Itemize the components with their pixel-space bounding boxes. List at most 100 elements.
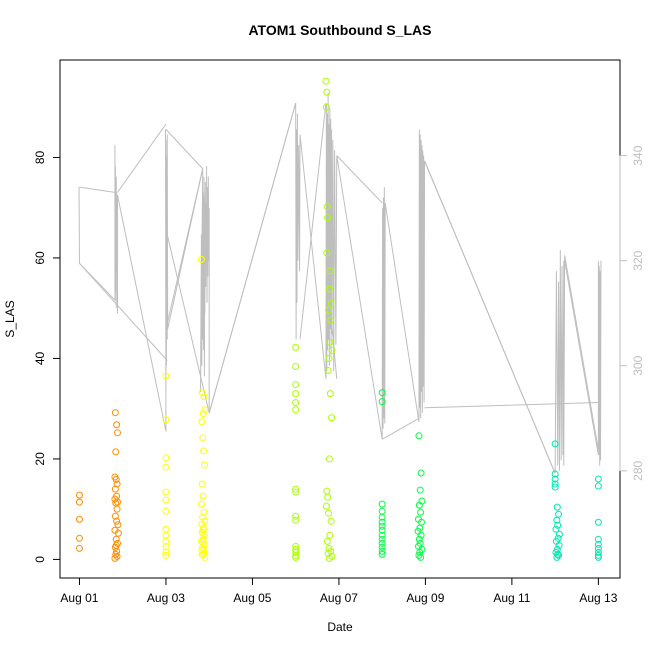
scatter-point [111,512,119,520]
scatter-point [162,537,170,545]
scatter-point [322,77,330,85]
scatter-point [551,475,559,483]
y2-tick-label: 300 [631,355,645,375]
scatter-point [554,550,562,558]
scatter-point [328,414,336,422]
scatter-point [323,88,331,96]
scatter-point [378,389,386,397]
points-layer [75,77,602,562]
y2-tick-label: 340 [631,145,645,165]
x-tick-label: Aug 03 [147,591,185,605]
scatter-point [325,509,333,517]
scatter-point [594,548,602,556]
scatter-point [327,517,335,525]
scatter-point [416,486,424,494]
scatter-point [114,429,122,437]
scatter-point [378,522,386,530]
scatter-point [323,203,331,211]
x-tick-label: Aug 05 [233,591,271,605]
y2-tick-label: 280 [631,460,645,480]
scatter-point [111,409,119,417]
overlay-connector [79,262,168,361]
scatter-point [594,551,602,559]
scatter-point [326,531,334,539]
scatter-point [378,531,386,539]
scatter-point [200,508,208,516]
scatter-point [417,531,425,539]
scatter-point [292,512,300,520]
scatter-point [324,493,332,501]
scatter-point [198,480,206,488]
overlay-line-layer [78,92,602,474]
scatter-point [551,440,559,448]
scatter-point [554,521,562,529]
scatter-point [417,553,425,561]
scatter-point [162,496,170,504]
scatter-point [75,544,83,552]
scatter-point [199,492,207,500]
scatter-point [292,553,300,561]
scatter-point [199,410,207,418]
scatter-point [327,316,335,324]
scatter-point [594,482,602,490]
scatter-point [594,518,602,526]
scatter-point [112,550,120,558]
scatter-point [292,488,300,496]
scatter-point [551,483,559,491]
scatter-point [292,381,300,389]
scatter-point [326,338,334,346]
x-tick-label: Aug 13 [579,591,617,605]
scatter-point [292,343,300,351]
scatter-point [114,498,122,506]
scatter-point [325,306,333,314]
y-tick-label: 20 [33,452,47,466]
scatter-point [197,255,205,263]
overlay-connector [117,123,167,193]
scatter-point [200,393,208,401]
scatter-point [114,521,122,529]
y2-tick-label: 320 [631,250,645,270]
scatter-point [162,551,170,559]
scatter-point [162,454,170,462]
scatter-point [200,447,208,455]
scatter-point [292,406,300,414]
scatter-point [292,390,300,398]
x-axis: Aug 01 Aug 03 Aug 05 Aug 07 Aug 09 Aug 11 Aug … [60,577,618,605]
scatter-point [594,544,602,552]
scatter-point [551,480,559,488]
scatter-point [594,553,602,561]
scatter-point [199,513,207,521]
overlay-connector [381,417,420,440]
scatter-point [553,516,561,524]
overlay-connector [564,260,599,456]
scatter-point [553,553,561,561]
overlay-connector [165,229,210,414]
scatter-point [378,500,386,508]
y-tick-label: 40 [33,351,47,365]
scatter-point [114,529,122,537]
scatter-point [378,543,386,551]
scatter-point [416,548,424,556]
scatter-point [326,267,334,275]
scatter-point [292,399,300,407]
scatter-point [292,362,300,370]
scatter-point [112,476,120,484]
scatter-point [322,502,330,510]
scatter-point [198,389,206,397]
scatter-point [75,491,83,499]
scatter-point [378,550,386,558]
y2-axis: 280 300 320 340 [619,145,645,481]
scatter-point [75,498,83,506]
scatter-point [112,448,120,456]
scatter-point [162,372,170,380]
x-axis-label: Date [327,620,353,634]
overlay-connector [79,186,115,193]
overlay-connector [208,102,297,414]
scatter-point [114,539,122,547]
scatter-point [75,534,83,542]
scatter-point [324,367,332,374]
scatter-point [198,418,206,426]
scatter-point [555,530,563,538]
x-tick-label: Aug 07 [320,591,358,605]
scatter-point [292,485,300,493]
